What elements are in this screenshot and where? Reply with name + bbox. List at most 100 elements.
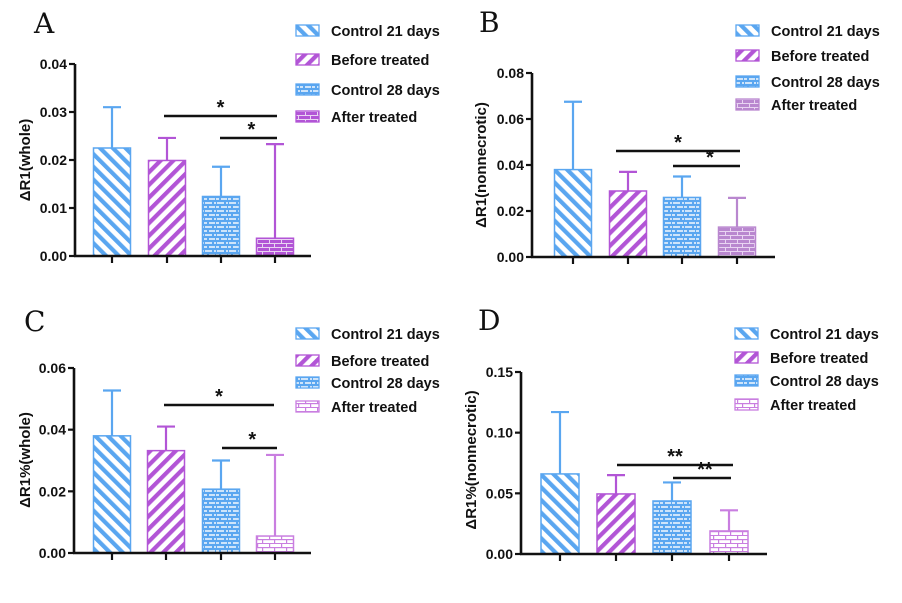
panel-label-a: A [33, 7, 55, 40]
legend-swatch [734, 327, 759, 340]
panel-label-b: B [479, 6, 500, 39]
legend-swatch [295, 327, 320, 340]
legend: Control 21 days Before treated Control 28 … [295, 327, 440, 416]
significance-label: * [217, 97, 225, 119]
error-bar [212, 165, 230, 197]
legend-item: After treated [735, 98, 857, 114]
legend-item: Before treated [295, 354, 429, 370]
legend-item: Control 21 days [734, 327, 879, 343]
legend-label: After treated [331, 400, 417, 416]
panel-b: B ΔR1(nonnecrotic) 0.00 0.02 0.04 0.06 0.08 *… [473, 6, 880, 265]
bar [255, 237, 295, 257]
significance-bracket: * [164, 97, 277, 119]
legend-swatch [735, 98, 760, 111]
significance-label: * [248, 429, 256, 451]
y-tick-label: 0.00 [497, 249, 524, 265]
panel-d: D ΔR1%(nonnecrotic) 0.00 0.05 0.10 0.15 ** **… [463, 304, 879, 562]
y-axis-label: ΔR1(whole) [17, 119, 34, 201]
significance-label: ** [697, 459, 713, 481]
bar [201, 488, 241, 554]
y-tick-label: 0.06 [497, 111, 524, 127]
bar [608, 190, 648, 258]
panel-a: A ΔR1(whole) 0.00 0.01 0.02 0.03 0.04 * * Cont… [17, 7, 440, 264]
error-bar [212, 459, 230, 490]
legend-item: Control 28 days [295, 376, 440, 392]
error-bar [619, 170, 637, 191]
error-bar [607, 474, 625, 494]
y-tick-label: 0.05 [486, 485, 513, 501]
legend-item: Before treated [734, 351, 868, 367]
legend-label: Before treated [770, 351, 868, 367]
error-bar [158, 136, 176, 161]
error-bar [673, 175, 691, 198]
significance-label: ** [667, 446, 683, 468]
significance-label: * [247, 119, 255, 141]
legend-item: After treated [295, 110, 417, 126]
bar [147, 159, 187, 257]
legend-label: Control 21 days [771, 24, 880, 40]
plot-area: 0.00 0.02 0.04 0.06 * * [39, 360, 311, 561]
legend-label: Control 21 days [770, 327, 879, 343]
legend-swatch [295, 53, 320, 66]
bar [201, 195, 241, 257]
legend-label: Before treated [771, 49, 869, 65]
plot-area: 0.00 0.05 0.10 0.15 ** ** [486, 364, 767, 562]
y-tick-label: 0.01 [40, 200, 67, 216]
y-axis-label: ΔR1%(nonnecrotic) [463, 390, 480, 529]
y-tick-label: 0.02 [40, 152, 67, 168]
legend: Control 21 days Before treated Control 28 … [734, 327, 879, 414]
legend: Control 21 days Before treated Control 28 … [735, 24, 880, 114]
bar [255, 535, 295, 554]
error-bar [266, 453, 284, 537]
legend-item: Control 21 days [295, 327, 440, 343]
error-bar [728, 196, 746, 228]
legend-swatch [734, 351, 759, 364]
y-tick-label: 0.00 [39, 545, 66, 561]
significance-label: * [215, 386, 223, 408]
error-bar [103, 106, 121, 148]
panel-label-d: D [478, 304, 500, 337]
legend-item: Control 28 days [295, 83, 440, 99]
significance-bracket: ** [673, 459, 731, 481]
legend-item: Before treated [735, 49, 869, 65]
error-bar [720, 509, 738, 531]
legend-label: Control 28 days [331, 83, 440, 99]
significance-label: * [674, 132, 682, 154]
legend-swatch [735, 49, 760, 62]
legend-label: Control 28 days [331, 376, 440, 392]
legend-swatch [295, 400, 320, 413]
y-tick-label: 0.08 [497, 65, 524, 81]
bar [540, 473, 580, 555]
panel-c: C ΔR1%(whole) 0.00 0.02 0.04 0.06 * * Control… [17, 305, 440, 561]
error-bar [266, 143, 284, 239]
legend-swatch [734, 374, 759, 387]
legend-item: After treated [295, 400, 417, 416]
significance-bracket: * [616, 132, 740, 154]
error-bar [564, 100, 582, 170]
significance-bracket: * [673, 147, 740, 169]
legend-label: Control 28 days [770, 374, 879, 390]
y-tick-label: 0.00 [486, 546, 513, 562]
legend-item: After treated [734, 398, 856, 414]
legend-label: After treated [771, 98, 857, 114]
y-axis-label: ΔR1(nonnecrotic) [473, 102, 490, 228]
error-bar [103, 389, 121, 436]
significance-label: * [706, 147, 714, 169]
significance-bracket: * [220, 119, 277, 141]
legend-label: After treated [331, 110, 417, 126]
legend-swatch [295, 110, 320, 123]
plot-area: 0.00 0.01 0.02 0.03 0.04 * * [40, 56, 311, 264]
legend-item: Before treated [295, 53, 429, 69]
bar [662, 196, 702, 258]
legend-swatch [295, 83, 320, 96]
bar [652, 500, 692, 555]
y-tick-label: 0.04 [497, 157, 524, 173]
y-tick-label: 0.10 [486, 425, 513, 441]
y-tick-label: 0.15 [486, 364, 513, 380]
significance-bracket: * [222, 429, 277, 451]
legend-item: Control 28 days [734, 374, 879, 390]
legend: Control 21 days Before treated Control 28 … [295, 24, 440, 126]
legend-label: Control 21 days [331, 24, 440, 40]
legend-label: Before treated [331, 354, 429, 370]
